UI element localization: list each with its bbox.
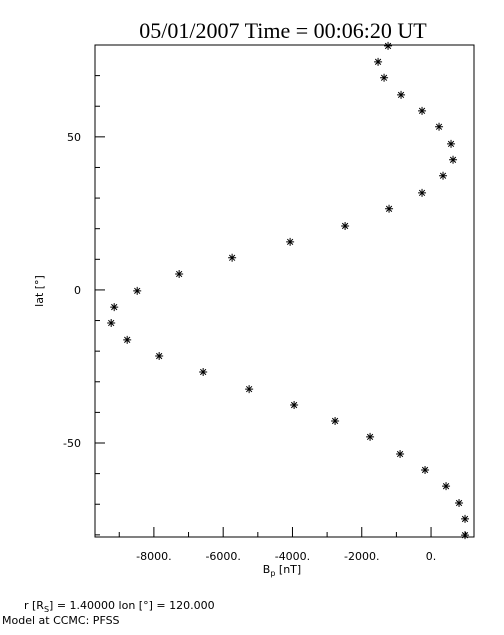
point <box>155 352 164 361</box>
y-tick-label: 0 <box>74 284 81 297</box>
point <box>286 237 295 246</box>
annotation: Model at CCMC: PFSS <box>2 614 120 627</box>
x-tick-label: 0. <box>426 550 437 563</box>
point <box>199 367 208 376</box>
point <box>397 90 406 99</box>
label-part: S <box>44 605 49 614</box>
label-part: B <box>263 563 271 576</box>
point <box>245 385 254 394</box>
point <box>107 318 116 327</box>
point <box>110 303 119 312</box>
point <box>421 465 430 474</box>
point <box>175 270 184 279</box>
point <box>385 204 394 213</box>
annotation: r [RS] = 1.40000 lon [°] = 120.000 <box>24 599 215 614</box>
plot-frame <box>94 44 475 538</box>
point <box>290 401 299 410</box>
x-tick-label: -4000. <box>275 550 310 563</box>
point <box>455 499 464 508</box>
point <box>380 73 389 82</box>
chart-title: 05/01/2007 Time = 00:06:20 UT <box>139 18 427 43</box>
label-part: ] = 1.40000 lon [°] = 120.000 <box>49 599 215 612</box>
point <box>418 188 427 197</box>
point <box>123 335 132 344</box>
point <box>439 171 448 180</box>
point <box>228 253 237 262</box>
point <box>341 221 350 230</box>
point <box>133 286 142 295</box>
point <box>396 450 405 459</box>
point <box>442 482 451 491</box>
point <box>418 106 427 115</box>
y-tick-label: -50 <box>63 437 81 450</box>
point <box>447 139 456 148</box>
x-axis-label: Bp [nT] <box>263 563 301 578</box>
point <box>435 122 444 131</box>
label-part: p <box>270 569 275 578</box>
y-tick-label: 50 <box>67 131 81 144</box>
label-part: [nT] <box>275 563 301 576</box>
x-tick-label: -6000. <box>205 550 240 563</box>
point <box>331 416 340 425</box>
point <box>366 432 375 441</box>
point <box>461 514 470 523</box>
point <box>384 41 393 50</box>
y-axis-label: lat [°] <box>33 275 46 307</box>
point <box>374 57 383 66</box>
point <box>449 155 458 164</box>
point <box>461 531 470 540</box>
x-tick-label: -2000. <box>344 550 379 563</box>
x-tick-label: -8000. <box>136 550 171 563</box>
label-part: Model at CCMC: PFSS <box>2 614 120 627</box>
label-part: r [R <box>24 599 44 612</box>
